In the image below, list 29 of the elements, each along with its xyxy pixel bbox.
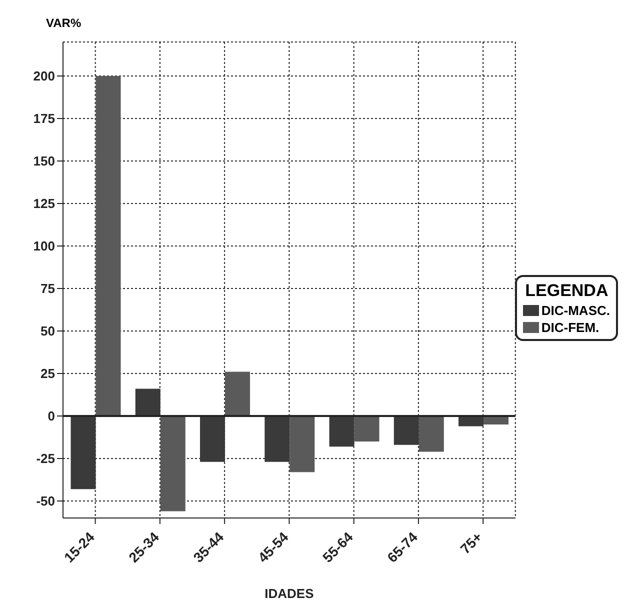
bar [96, 76, 121, 416]
bar [264, 416, 290, 462]
y-tick-label: 50 [40, 324, 55, 339]
bar [329, 416, 354, 447]
x-axis-title: IDADES [264, 586, 314, 601]
y-tick-label: 175 [33, 111, 55, 126]
y-tick-label: 25 [40, 366, 55, 382]
bar [200, 416, 226, 462]
bar [418, 416, 444, 452]
y-tick-label: -25 [36, 451, 55, 466]
y-tick-label: 125 [33, 196, 55, 212]
bar [394, 416, 419, 445]
bar [135, 388, 160, 416]
y-axis-title: VAR% [46, 16, 82, 30]
y-tick-label: 75 [40, 281, 55, 296]
legend-label: DIC-FEM. [540, 320, 600, 335]
bar [160, 416, 186, 512]
y-tick-label: 100 [33, 238, 55, 254]
y-tick-label: 0 [48, 408, 55, 424]
y-tick-label: 150 [33, 154, 55, 169]
legend-title: LEGENDA [524, 281, 610, 301]
bar [354, 416, 380, 442]
bar [70, 416, 96, 490]
y-tick-label: -50 [36, 494, 55, 509]
x-tick-label: 75+ [457, 528, 486, 557]
bar [290, 416, 315, 472]
y-tick-label: 200 [33, 68, 55, 84]
legend-label: DIC-MASC. [540, 303, 610, 318]
bar [225, 372, 250, 416]
